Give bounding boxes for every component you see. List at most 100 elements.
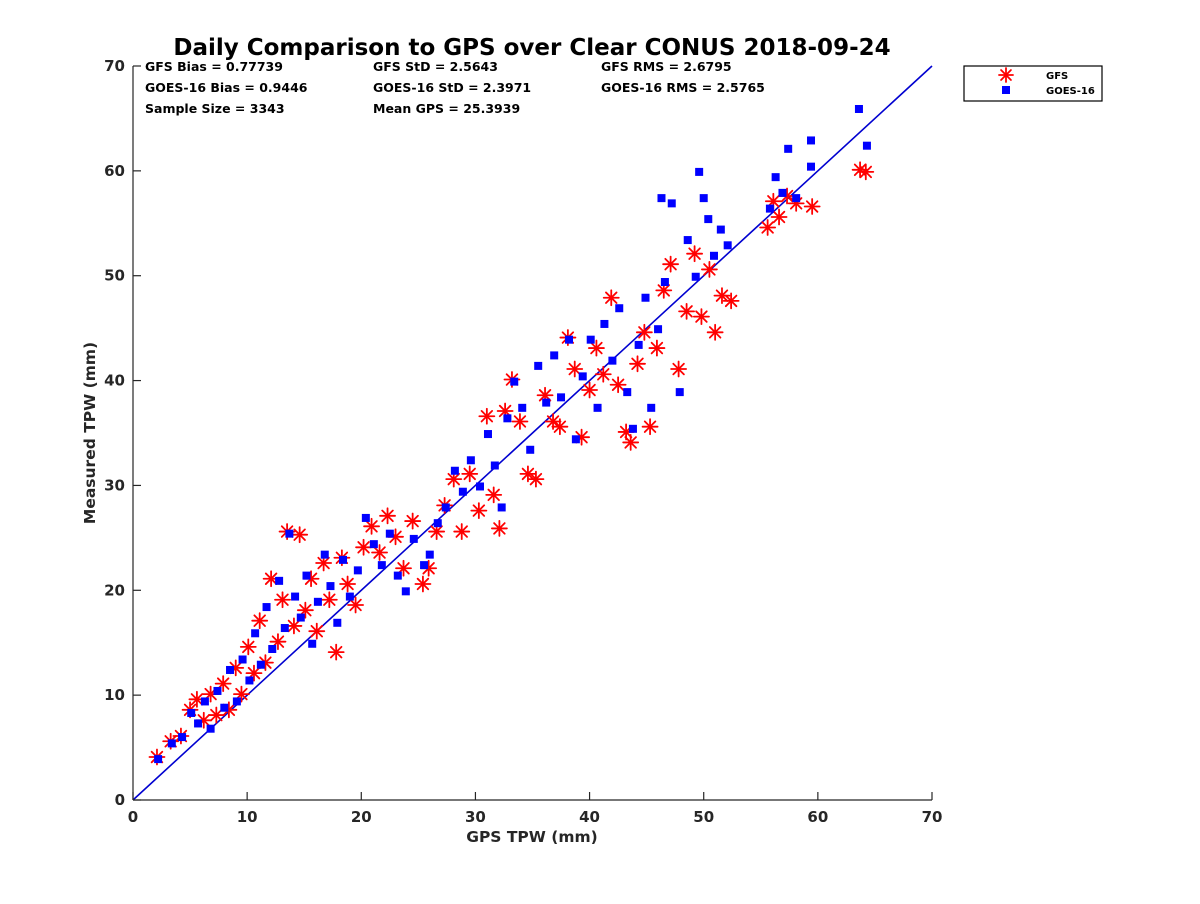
gfs-point	[363, 517, 380, 535]
gfs-std-text: GFS StD = 2.5643	[373, 59, 498, 74]
goes16-point	[320, 550, 329, 559]
x-tick-label: 70	[922, 808, 943, 826]
goes16-point	[450, 466, 459, 475]
y-axis-ticks: 0 10 20 30 40 50 60 70	[104, 57, 141, 809]
x-tick-label: 0	[128, 808, 138, 826]
gfs-point	[453, 523, 471, 540]
gfs-point	[648, 339, 666, 357]
goes16-point	[704, 215, 713, 224]
gfs-point	[490, 520, 508, 537]
goes16-point	[353, 566, 362, 575]
gfs-point	[207, 706, 225, 724]
goes16-point	[245, 676, 254, 685]
gfs-point	[629, 355, 646, 373]
gfs-point	[655, 281, 673, 299]
goes16-point	[778, 188, 787, 197]
gfs-point	[320, 591, 338, 609]
gfs-point	[478, 407, 496, 425]
goes16-point	[641, 293, 650, 302]
goes16-point	[503, 414, 512, 423]
gfs-point	[355, 538, 372, 556]
gfs-point	[857, 163, 875, 181]
x-tick-label: 30	[465, 808, 486, 826]
goes16-point	[716, 225, 725, 234]
x-tick-label: 40	[579, 808, 600, 826]
goes16-point	[628, 424, 637, 433]
goes16-point	[483, 430, 492, 439]
goes16-point	[262, 603, 271, 612]
gfs-point	[347, 596, 364, 614]
goes16-point	[634, 340, 643, 349]
goes16-point	[675, 388, 684, 397]
sample-size-text: Sample Size = 3343	[145, 101, 285, 116]
goes-bias-text: GOES-16 Bias = 0.9446	[145, 80, 308, 95]
goes16-point	[425, 550, 434, 559]
gfs-point	[285, 617, 303, 635]
gfs-point	[678, 302, 695, 320]
goes16-point	[433, 519, 442, 528]
goes16-point	[565, 335, 574, 344]
goes16-point	[280, 624, 289, 633]
goes16-point	[200, 697, 209, 706]
gfs-point	[581, 381, 598, 399]
chart-title: Daily Comparison to GPS over Clear CONUS…	[173, 35, 890, 61]
goes16-point	[361, 513, 370, 522]
goes16-point	[420, 561, 429, 570]
goes16-point	[232, 697, 241, 706]
goes-rms-text: GOES-16 RMS = 2.5765	[601, 80, 765, 95]
gfs-point	[291, 526, 309, 544]
goes16-point	[771, 173, 780, 182]
gfs-point	[470, 502, 488, 519]
x-axis-ticks: 0 10 20 30 40 50 60 70	[128, 792, 943, 826]
goes16-point	[490, 461, 499, 470]
gfs-point	[461, 465, 479, 483]
goes16-point	[385, 529, 394, 538]
gfs-point	[566, 360, 584, 378]
gfs-point	[602, 289, 620, 307]
gfs-point	[693, 308, 710, 326]
legend-gfs-label: GFS	[1046, 71, 1068, 82]
x-tick-label: 60	[807, 808, 828, 826]
gfs-point	[662, 255, 680, 273]
gfs-point	[308, 622, 326, 640]
goes16-point	[550, 351, 559, 360]
gfs-point	[641, 418, 659, 436]
goes16-point	[275, 576, 284, 585]
goes16-point	[285, 529, 294, 538]
y-tick-label: 40	[104, 372, 125, 390]
statistics-annotations: GFS Bias = 0.77739 GFS StD = 2.5643 GFS …	[145, 59, 765, 116]
goes16-point	[709, 251, 718, 260]
goes16-point	[226, 665, 235, 674]
goes16-point	[518, 403, 527, 412]
goes16-point	[345, 592, 354, 601]
goes16-point	[194, 719, 203, 728]
x-tick-label: 20	[351, 808, 372, 826]
goes16-point	[593, 403, 602, 412]
goes16-point	[409, 534, 418, 543]
goes16-point	[369, 540, 378, 549]
gfs-point	[706, 323, 724, 341]
gfs-point	[233, 685, 250, 703]
y-tick-label: 60	[104, 162, 125, 180]
goes16-point	[393, 571, 402, 580]
y-tick-label: 70	[104, 57, 125, 75]
gfs-point	[701, 261, 718, 278]
goes16-point	[339, 555, 348, 564]
legend-goes16-label: GOES-16	[1046, 86, 1095, 97]
y-tick-label: 20	[104, 581, 125, 599]
goes16-point	[683, 236, 692, 245]
goes16-point	[623, 388, 632, 397]
x-tick-label: 10	[237, 808, 258, 826]
goes16-point	[765, 204, 774, 213]
goes16-point	[667, 199, 676, 208]
gfs-point	[686, 245, 703, 263]
y-tick-label: 0	[115, 791, 125, 809]
goes16-point	[377, 561, 386, 570]
goes16-point	[441, 503, 450, 512]
goes16-point	[600, 319, 609, 328]
goes16-point	[660, 278, 669, 287]
x-axis-label: GPS TPW (mm)	[466, 828, 598, 846]
